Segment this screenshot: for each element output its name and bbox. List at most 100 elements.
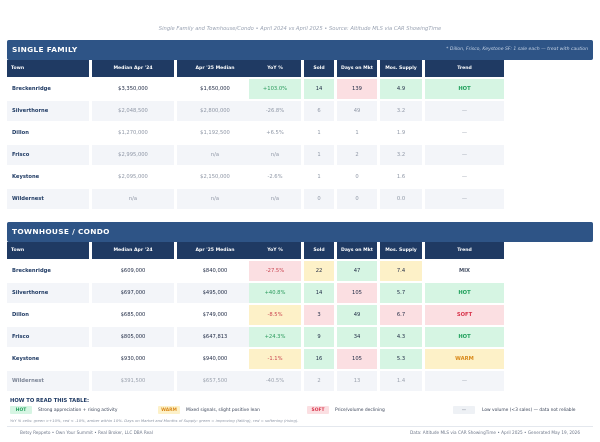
cell-sold: 9 (304, 327, 334, 347)
cell-median-apr-24: n/a (92, 189, 174, 209)
cell-months-supply: 4.9 (380, 79, 422, 99)
column-header-yoy-percent: YoY % (249, 242, 301, 259)
cell-months-supply: 5.3 (380, 349, 422, 369)
cell-trend: HOT (425, 79, 504, 99)
table-row[interactable]: Frisco $805,000 $647,813 +24.3% 9 34 4.3 HOT (7, 326, 504, 348)
cell-town: Dillon (7, 305, 89, 325)
cell-sold: 16 (304, 349, 334, 369)
column-header-days-on-market: Days on Mkt (337, 242, 377, 259)
cell-median-apr-24: $3,350,000 (92, 79, 174, 99)
cell-yoy-percent: -27.5% (249, 261, 301, 281)
column-header-trend: Trend (425, 60, 504, 77)
cell-median-apr-24: $609,000 (92, 261, 174, 281)
legend-hot-badge: HOT (10, 406, 32, 414)
cell-median-apr-25: $840,000 (177, 261, 253, 281)
legend-soft-text: Price/volume declining (335, 408, 385, 413)
cell-town: Wildernest (7, 371, 89, 391)
table-row[interactable]: Keystone $2,095,000 $2,150,000 -2.6% 1 0 1.6— (7, 166, 504, 188)
cell-days-on-market: 2 (337, 145, 377, 165)
cell-trend: — (425, 167, 504, 187)
table-row[interactable]: Frisco $2,995,000 n/a n/a 1 2 3.2— (7, 144, 504, 166)
cell-sold: 2 (304, 371, 334, 391)
cell-days-on-market: 105 (337, 349, 377, 369)
cell-days-on-market: 47 (337, 261, 377, 281)
legend-warm-badge: WARM (158, 406, 180, 414)
cell-town: Wildernest (7, 189, 89, 209)
cell-months-supply: 7.4 (380, 261, 422, 281)
table-row[interactable]: Silverthorne $697,000 $495,000 +40.8% 14 105 5… (7, 282, 504, 304)
column-header-median-apr-24: Median Apr '24 (92, 60, 174, 77)
table-row[interactable]: Breckenridge $609,000 $840,000 -27.5% 22 47 7.… (7, 260, 504, 282)
cell-yoy-percent: n/a (249, 145, 301, 165)
table-row[interactable]: Wildernest $391,500 $657,500 -40.5% 2 13 1.4— (7, 370, 504, 392)
column-header-yoy-percent: YoY % (249, 60, 301, 77)
cell-months-supply: 0.0 (380, 189, 422, 209)
cell-yoy-percent: -8.5% (249, 305, 301, 325)
table-row[interactable]: Keystone $930,000 $940,000 -1.1% 16 105 5.3 WAR… (7, 348, 504, 370)
cell-median-apr-24: $1,270,000 (92, 123, 174, 143)
section-title: TOWNHOUSE / CONDO (12, 227, 110, 236)
cell-town: Keystone (7, 349, 89, 369)
cell-days-on-market: 105 (337, 283, 377, 303)
column-header-sold: Sold (304, 242, 334, 259)
cell-yoy-percent: +6.5% (249, 123, 301, 143)
legend-none-text: Low volume (<3 sales) — data not reliabl… (482, 408, 576, 413)
cell-days-on-market: 0 (337, 189, 377, 209)
cell-yoy-percent: -26.8% (249, 101, 301, 121)
cell-town: Silverthorne (7, 283, 89, 303)
cell-days-on-market: 34 (337, 327, 377, 347)
cell-median-apr-25: n/a (177, 145, 253, 165)
cell-town: Keystone (7, 167, 89, 187)
cell-sold: 1 (304, 145, 334, 165)
cell-trend: HOT (425, 327, 504, 347)
cell-yoy-percent: -40.5% (249, 371, 301, 391)
cell-median-apr-25: $495,000 (177, 283, 253, 303)
cell-sold: 1 (304, 123, 334, 143)
cell-median-apr-24: $2,995,000 (92, 145, 174, 165)
cell-yoy-percent: -1.1% (249, 349, 301, 369)
cell-median-apr-25: $647,813 (177, 327, 253, 347)
cell-town: Frisco (7, 145, 89, 165)
cell-yoy-percent: +40.8% (249, 283, 301, 303)
cell-median-apr-24: $2,095,000 (92, 167, 174, 187)
cell-trend: — (425, 189, 504, 209)
cell-months-supply: 1.4 (380, 371, 422, 391)
legend-note: YoY % cells: green >+10%, red < -10%, am… (10, 418, 299, 423)
table-row[interactable]: Dillon $685,000 $749,000 -8.5% 3 49 6.7 SOFT (7, 304, 504, 326)
cell-median-apr-24: $2,048,500 (92, 101, 174, 121)
column-header-months-supply: Mos. Supply (380, 60, 422, 77)
cell-median-apr-25: $2,800,000 (177, 101, 253, 121)
cell-yoy-percent: +103.0% (249, 79, 301, 99)
section-bar-single-family: SINGLE FAMILY * Dillon, Frisco, Keystone… (7, 40, 593, 60)
cell-median-apr-24: $805,000 (92, 327, 174, 347)
table-row[interactable]: Breckenridge $3,350,000 $1,650,000 +103.0% 1… (7, 78, 504, 100)
column-header-median-apr-24: Median Apr '24 (92, 242, 174, 259)
table-row[interactable]: Dillon $1,270,000 $1,192,500 +6.5% 1 1 1.9— (7, 122, 504, 144)
cell-town: Frisco (7, 327, 89, 347)
section-bar-townhouse-condo: TOWNHOUSE / CONDO (7, 222, 593, 242)
cell-months-supply: 1.9 (380, 123, 422, 143)
cell-median-apr-24: $697,000 (92, 283, 174, 303)
cell-median-apr-25: $2,150,000 (177, 167, 253, 187)
cell-trend: MIX (425, 261, 504, 281)
cell-median-apr-25: n/a (177, 189, 253, 209)
table-row[interactable]: Silverthorne $2,048,500 $2,800,000 -26.8% 6 4… (7, 100, 504, 122)
cell-town: Dillon (7, 123, 89, 143)
column-header-trend: Trend (425, 242, 504, 259)
section-title: SINGLE FAMILY (12, 45, 78, 54)
cell-sold: 0 (304, 189, 334, 209)
cell-sold: 1 (304, 167, 334, 187)
table-row[interactable]: Wildernest n/a n/a n/a 0 0 0.0— (7, 188, 504, 210)
column-header-median-apr-25: Apr '25 Median (177, 242, 253, 259)
cell-trend: HOT (425, 283, 504, 303)
cell-yoy-percent: +24.3% (249, 327, 301, 347)
legend-warm-text: Mixed signals, slight positive lean (186, 408, 260, 413)
cell-trend: — (425, 101, 504, 121)
legend-title: HOW TO READ THIS TABLE: (10, 398, 90, 404)
cell-median-apr-24: $685,000 (92, 305, 174, 325)
column-header-town: Town (7, 60, 89, 77)
cell-median-apr-25: $1,192,500 (177, 123, 253, 143)
legend-none-badge: — (453, 406, 475, 414)
cell-trend: — (425, 371, 504, 391)
cell-days-on-market: 13 (337, 371, 377, 391)
